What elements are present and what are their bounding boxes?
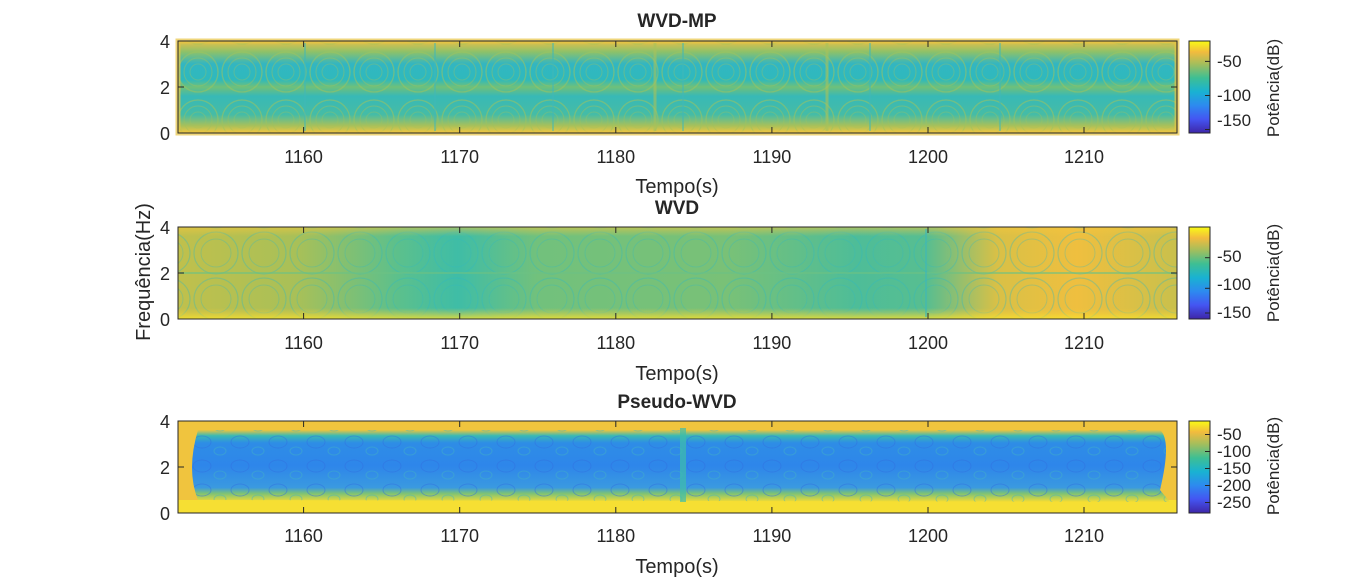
colorbar-tick-label: -150: [1217, 111, 1251, 130]
colorbar-label: Potência(dB): [1264, 224, 1283, 322]
x-ticks: [303, 41, 1085, 133]
x-tick-label: 1170: [440, 333, 479, 353]
colorbar-tick-label: -100: [1217, 275, 1251, 294]
y-tick-label: 4: [160, 412, 170, 432]
heatmap-image: [175, 38, 1180, 136]
colorbar-label: Potência(dB): [1264, 417, 1283, 515]
heatmap-image: [178, 421, 1177, 513]
x-tick-label: 1160: [284, 526, 323, 546]
x-tick-label: 1160: [284, 147, 323, 167]
x-tick-label: 1160: [284, 333, 323, 353]
y-tick-label: 0: [160, 504, 170, 524]
y-tick-label: 4: [160, 32, 170, 52]
y-tick-label: 2: [160, 78, 170, 98]
heatmap-image: [178, 227, 1177, 319]
y-tick-label: 0: [160, 124, 170, 144]
shared-y-label: Frequência(Hz): [133, 203, 155, 341]
x-tick-label: 1210: [1064, 333, 1104, 353]
x-axis-label: Tempo(s): [635, 176, 718, 198]
x-tick-label: 1210: [1064, 147, 1104, 167]
panel-wvd: WVD 1160 1170 1180 1190 1200 1210 0 2 4 …: [160, 198, 1283, 385]
x-axis-label: Tempo(s): [635, 363, 718, 385]
x-tick-label: 1170: [440, 526, 479, 546]
colorbar-tick-label: -100: [1217, 442, 1251, 461]
panel-title: WVD: [655, 198, 699, 219]
colorbar: [1188, 226, 1211, 320]
x-tick-label: 1210: [1064, 526, 1104, 546]
colorbar-tick-label: -100: [1217, 86, 1251, 105]
colorbar-tick-label: -50: [1217, 247, 1242, 266]
x-tick-label: 1190: [753, 147, 792, 167]
y-tick-label: 2: [160, 264, 170, 284]
colorbar-tick-label: -150: [1217, 459, 1251, 478]
x-tick-label: 1170: [440, 147, 479, 167]
x-tick-label: 1190: [753, 333, 792, 353]
y-tick-label: 0: [160, 310, 170, 330]
y-tick-label: 4: [160, 218, 170, 238]
x-ticks: [303, 421, 1085, 513]
x-tick-label: 1200: [908, 333, 948, 353]
x-axis-label: Tempo(s): [635, 556, 718, 578]
panel-title: WVD-MP: [637, 11, 716, 32]
x-tick-label: 1200: [908, 147, 948, 167]
x-tick-label: 1200: [908, 526, 948, 546]
colorbar-tick-label: -250: [1217, 493, 1251, 512]
panel-wvd-mp: WVD-MP: [160, 11, 1283, 198]
colorbar-tick-label: -50: [1217, 52, 1242, 71]
x-tick-label: 1180: [596, 147, 635, 167]
x-ticks: [303, 227, 1085, 319]
colorbar-tick-label: -50: [1217, 425, 1242, 444]
colorbar: [1188, 420, 1211, 514]
panel-title: Pseudo-WVD: [617, 392, 736, 413]
y-tick-label: 2: [160, 458, 170, 478]
x-tick-label: 1180: [596, 526, 635, 546]
panel-pseudo-wvd: Pseudo-WVD 1160 1170 1180 1190 1200 1210…: [160, 392, 1283, 578]
colorbar-label: Potência(dB): [1264, 39, 1283, 137]
x-tick-label: 1180: [596, 333, 635, 353]
x-tick-label: 1190: [753, 526, 792, 546]
colorbar: [1188, 40, 1211, 134]
colorbar-tick-label: -200: [1217, 476, 1251, 495]
colorbar-tick-label: -150: [1217, 303, 1251, 322]
